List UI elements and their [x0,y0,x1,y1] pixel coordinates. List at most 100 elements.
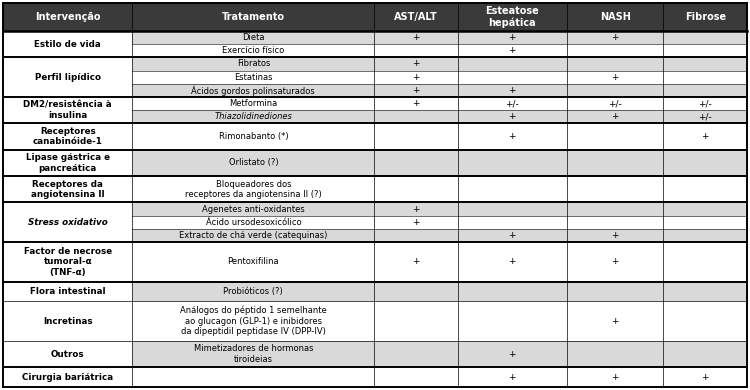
Bar [458,57,567,71]
Text: Flora intestinal: Flora intestinal [30,287,106,296]
Text: Agenetes anti-oxidantes: Agenetes anti-oxidantes [202,204,304,213]
Bar [374,3,458,31]
Bar [567,123,664,150]
Bar [3,3,133,31]
Text: Intervenção: Intervenção [35,12,100,22]
Bar [374,229,458,242]
Text: +: + [413,73,420,82]
Bar [664,57,747,71]
Bar [458,84,567,97]
Text: +: + [509,86,516,95]
Bar [3,301,133,341]
Text: Probióticos (?): Probióticos (?) [224,287,284,296]
Bar [664,44,747,57]
Bar [567,110,664,123]
Bar [664,97,747,110]
Text: +: + [509,46,516,55]
Bar [664,110,747,123]
Bar [664,301,747,341]
Text: +: + [701,372,709,381]
Bar [664,367,747,387]
Bar [567,341,664,367]
Text: +: + [413,204,420,213]
Bar [567,31,664,44]
Text: Fibrose: Fibrose [685,12,726,22]
Text: +: + [413,59,420,69]
Text: +: + [509,112,516,121]
Text: Fibratos: Fibratos [237,59,270,69]
Text: +: + [611,112,619,121]
Bar [664,282,747,301]
Bar [133,84,374,97]
Text: Receptores da
angiotensina II: Receptores da angiotensina II [31,179,104,199]
Text: Análogos do péptido 1 semelhante
ao glucagon (GLP-1) e inibidores
da dipeptidil : Análogos do péptido 1 semelhante ao gluc… [180,306,327,336]
Bar [374,242,458,282]
Text: Orlistato (?): Orlistato (?) [229,158,278,167]
Bar [567,71,664,84]
Bar [133,341,374,367]
Bar [133,97,374,110]
Bar [458,229,567,242]
Text: +/-: +/- [698,99,712,108]
Text: Cirurgia bariátrica: Cirurgia bariátrica [22,372,113,381]
Text: Rimonabanto (*): Rimonabanto (*) [218,132,288,141]
Bar [374,341,458,367]
Bar [133,367,374,387]
Text: Tratamento: Tratamento [222,12,285,22]
Bar [374,282,458,301]
Bar [664,176,747,202]
Bar [458,110,567,123]
Text: +: + [611,257,619,266]
Text: +: + [413,257,420,266]
Bar [567,202,664,216]
Bar [3,367,133,387]
Bar [664,84,747,97]
Text: +: + [413,86,420,95]
Text: NASH: NASH [600,12,631,22]
Bar [664,150,747,176]
Bar [458,367,567,387]
Text: Extracto de chá verde (catequinas): Extracto de chá verde (catequinas) [179,231,328,240]
Bar [133,44,374,57]
Text: +: + [509,372,516,381]
Bar [374,110,458,123]
Bar [664,123,747,150]
Bar [374,301,458,341]
Bar [374,84,458,97]
Bar [458,176,567,202]
Text: AST/ALT: AST/ALT [394,12,438,22]
Bar [133,301,374,341]
Text: Dieta: Dieta [242,33,265,42]
Bar [567,97,664,110]
Bar [567,150,664,176]
Text: Metformina: Metformina [230,99,278,108]
Bar [458,44,567,57]
Bar [3,150,133,176]
Bar [664,341,747,367]
Text: Incretinas: Incretinas [43,317,92,326]
Bar [133,123,374,150]
Bar [133,150,374,176]
Bar [458,97,567,110]
Text: Factor de necrose
tumoral-α
(TNF-α): Factor de necrose tumoral-α (TNF-α) [24,247,112,277]
Bar [3,31,133,57]
Bar [374,57,458,71]
Text: +: + [509,132,516,141]
Bar [567,367,664,387]
Bar [664,31,747,44]
Text: +: + [701,132,709,141]
Bar [133,242,374,282]
Text: +: + [509,257,516,266]
Text: +: + [611,33,619,42]
Text: +/-: +/- [698,112,712,121]
Bar [458,301,567,341]
Bar [567,216,664,229]
Bar [3,341,133,367]
Text: DM2/resistência à
insulina: DM2/resistência à insulina [23,100,112,120]
Bar [567,57,664,71]
Bar [374,202,458,216]
Text: +: + [611,73,619,82]
Text: Stress oxidativo: Stress oxidativo [28,218,107,227]
Text: +: + [611,372,619,381]
Bar [567,3,664,31]
